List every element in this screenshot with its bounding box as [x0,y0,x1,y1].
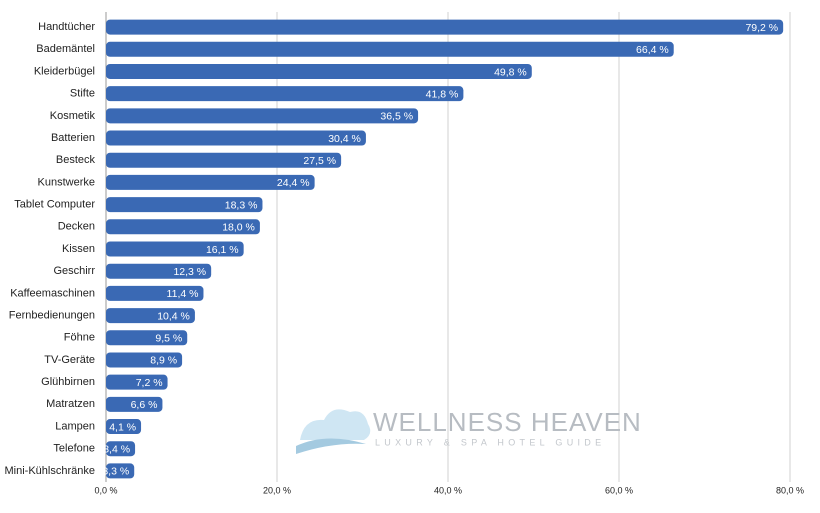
bar [106,285,204,301]
bar [106,463,135,479]
value-label: 3,4 % [103,443,130,455]
bar [106,19,784,35]
logo-cloud [300,409,371,440]
x-tick-label: 0,0 % [94,485,117,495]
x-tick-label: 60,0 % [605,485,633,495]
bar [106,352,183,368]
bar [106,241,244,257]
bar [106,41,674,57]
bar [106,152,342,168]
watermark-title: WELLNESS HEAVEN [373,407,642,437]
bar [106,63,532,79]
y-tick-label: Fernbedienungen [9,309,95,321]
bar [106,174,315,190]
y-tick-label: Kunstwerke [38,176,95,188]
value-label: 8,9 % [150,355,177,367]
bar [106,108,419,124]
value-label: 36,5 % [380,111,413,123]
y-tick-label: Besteck [56,154,96,166]
logo-wave [296,438,366,454]
bar [106,374,168,390]
y-tick-label: Kosmetik [50,110,96,122]
y-tick-label: Geschirr [53,265,95,277]
x-tick-label: 40,0 % [434,485,462,495]
value-label: 30,4 % [328,133,361,145]
bar [106,396,163,412]
value-label: 18,3 % [225,199,258,211]
y-tick-label: Telefone [53,443,95,455]
x-tick-label: 20,0 % [263,485,291,495]
y-tick-label: Handtücher [38,21,95,33]
bar [106,441,136,457]
y-tick-label: Stifte [70,88,95,100]
value-label: 24,4 % [277,177,310,189]
bar [106,308,195,324]
y-tick-label: Tablet Computer [14,199,95,211]
y-tick-label: Glühbirnen [41,376,95,388]
bar [106,419,142,435]
y-tick-label: TV-Geräte [44,354,95,366]
watermark-logo [296,409,371,454]
value-label: 79,2 % [745,22,778,34]
value-label: 6,6 % [131,399,158,411]
bar [106,130,366,146]
y-tick-label: Matratzen [46,398,95,410]
bar [106,263,212,279]
value-label: 66,4 % [636,44,669,56]
bar [106,197,263,213]
value-label: 49,8 % [494,66,527,78]
value-label: 9,5 % [155,333,182,345]
watermark-subtitle: LUXURY & SPA HOTEL GUIDE [375,437,605,447]
value-label: 11,4 % [167,288,199,300]
y-tick-label: Kaffeemaschinen [10,287,95,299]
value-label: 18,0 % [222,222,255,234]
bar [106,86,464,102]
y-tick-label: Bademäntel [36,43,95,55]
value-label: 41,8 % [426,88,459,100]
y-tick-label: Kissen [62,243,95,255]
value-label: 27,5 % [303,155,336,167]
value-label: 12,3 % [173,266,206,278]
value-label: 4,1 % [109,421,136,433]
bar [106,330,188,346]
y-tick-label: Batterien [51,132,95,144]
y-tick-label: Kleiderbügel [34,65,95,77]
bar [106,219,260,235]
value-label: 3,3 % [102,466,129,478]
value-label: 10,4 % [157,310,190,322]
x-tick-label: 80,0 % [776,485,804,495]
value-label: 16,1 % [206,244,239,256]
value-label: 7,2 % [136,377,163,389]
y-tick-label: Mini-Kühlschränke [5,465,95,477]
y-tick-label: Lampen [55,420,95,432]
y-tick-label: Decken [58,221,95,233]
y-tick-label: Föhne [64,332,95,344]
